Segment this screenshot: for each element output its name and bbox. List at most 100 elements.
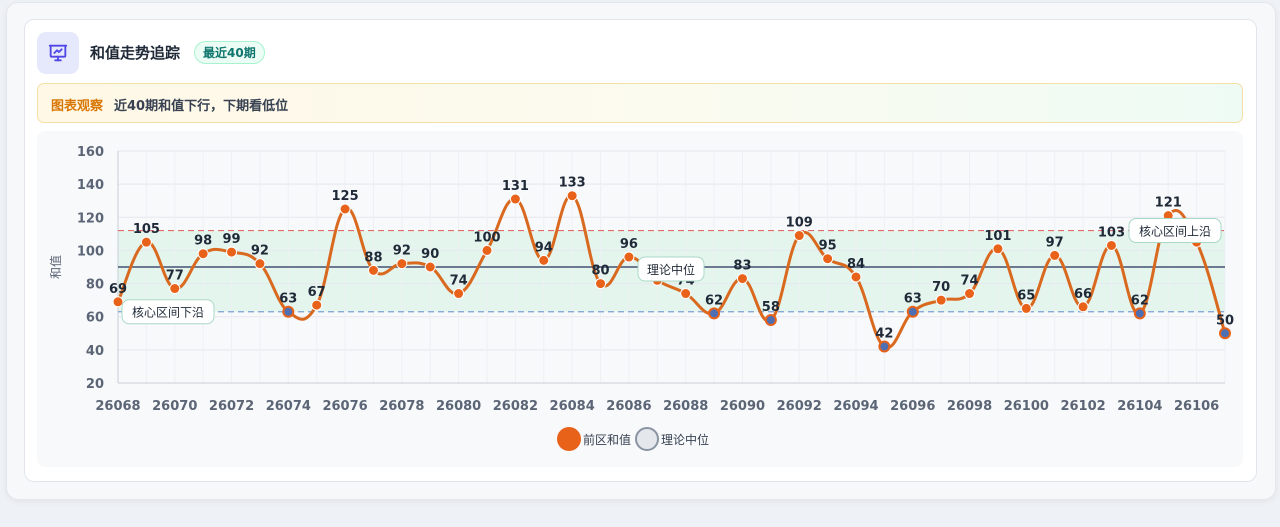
x-tick-label: 26088 <box>663 399 708 414</box>
card-title: 和值走势追踪 <box>90 44 181 62</box>
data-point <box>822 253 834 265</box>
data-label: 109 <box>786 216 813 231</box>
data-label: 96 <box>620 237 638 252</box>
data-label: 101 <box>984 229 1011 244</box>
x-tick-label: 26098 <box>947 399 992 414</box>
legend-item-median[interactable]: 理论中位 <box>635 427 709 451</box>
y-tick-label: 160 <box>77 145 104 160</box>
data-point <box>878 340 891 353</box>
data-label: 62 <box>1131 293 1149 308</box>
y-tick-label: 60 <box>86 311 104 326</box>
median-tag-box <box>637 256 705 282</box>
data-label: 58 <box>762 300 780 315</box>
data-point <box>935 294 947 306</box>
period-badge: 最近40期 <box>194 41 265 64</box>
data-point <box>1105 239 1117 251</box>
data-label: 83 <box>733 259 751 274</box>
x-tick-label: 26090 <box>720 399 765 414</box>
presentation-chart-icon <box>37 32 79 74</box>
legend-swatch-median <box>635 427 660 451</box>
data-label: 105 <box>133 222 160 237</box>
data-label: 131 <box>502 179 529 194</box>
x-tick-label: 26072 <box>209 399 254 414</box>
lower-bound-tag-box <box>121 299 215 325</box>
upper-bound-tag-box <box>1128 218 1222 244</box>
data-label: 66 <box>1074 287 1092 302</box>
x-tick-label: 26104 <box>1117 399 1162 414</box>
x-tick-label: 26096 <box>890 399 935 414</box>
data-point <box>509 193 521 205</box>
data-label: 74 <box>450 274 468 289</box>
y-tick-label: 80 <box>86 278 104 293</box>
data-point <box>481 244 493 256</box>
data-point <box>538 254 550 266</box>
data-label: 69 <box>109 282 127 297</box>
data-label: 77 <box>166 269 184 284</box>
lower-bound-tag: 核心区间下沿 <box>132 306 204 320</box>
y-tick-label: 120 <box>77 211 104 226</box>
data-point <box>1077 301 1089 313</box>
data-label: 94 <box>535 240 553 255</box>
data-point <box>339 203 351 215</box>
data-label: 63 <box>279 292 297 307</box>
data-point <box>680 288 692 300</box>
y-tick-label: 20 <box>86 377 104 392</box>
data-label: 67 <box>308 285 326 300</box>
data-point <box>708 307 721 320</box>
data-point <box>254 258 266 270</box>
data-point <box>311 299 323 311</box>
legend-swatch-sum <box>557 427 581 451</box>
x-tick-label: 26082 <box>493 399 538 414</box>
x-tick-label: 26076 <box>322 399 367 414</box>
observation-tag: 图表观察 <box>51 99 104 114</box>
y-axis-title: 和值 <box>48 255 63 279</box>
data-point <box>169 283 181 295</box>
x-tick-label: 26100 <box>1004 399 1049 414</box>
data-label: 50 <box>1216 313 1234 328</box>
data-label: 125 <box>332 189 359 204</box>
y-tick-label: 100 <box>77 244 104 259</box>
data-point <box>453 288 465 300</box>
data-point <box>992 243 1004 255</box>
upper-bound-tag: 核心区间上沿 <box>1139 225 1211 239</box>
y-tick-label: 40 <box>86 344 104 359</box>
data-point <box>793 230 805 242</box>
x-tick-label: 26078 <box>379 399 424 414</box>
data-point <box>226 246 238 258</box>
data-point <box>396 258 408 270</box>
x-tick-label: 26080 <box>436 399 481 414</box>
data-label: 121 <box>1155 196 1182 211</box>
data-label: 103 <box>1098 225 1125 240</box>
data-label: 62 <box>705 293 723 308</box>
x-tick-label: 26102 <box>1060 399 1105 414</box>
chart-legend: 前区和值 理论中位 <box>557 427 713 451</box>
x-tick-label: 26092 <box>777 399 822 414</box>
x-tick-label: 26094 <box>833 399 878 414</box>
observation-banner: 图表观察 近40期和值下行，下期看低位 <box>37 83 1243 123</box>
data-label: 74 <box>960 274 978 289</box>
x-tick-label: 26074 <box>266 399 311 414</box>
data-label: 99 <box>222 232 240 247</box>
data-point <box>140 236 152 248</box>
y-tick-label: 140 <box>77 178 104 193</box>
data-point <box>566 190 578 202</box>
data-point <box>850 271 862 283</box>
data-point <box>595 278 607 290</box>
legend-label-median: 理论中位 <box>661 432 710 447</box>
data-label: 42 <box>875 327 893 342</box>
data-label: 70 <box>932 280 950 295</box>
data-label: 88 <box>364 250 382 265</box>
data-label: 80 <box>591 264 609 279</box>
data-label: 90 <box>421 247 439 262</box>
data-point <box>623 251 635 263</box>
data-point <box>764 314 777 327</box>
legend-item-sum[interactable]: 前区和值 <box>557 427 631 451</box>
data-point <box>282 305 295 318</box>
data-label: 65 <box>1017 288 1035 303</box>
x-tick-label: 26106 <box>1174 399 1219 414</box>
data-point <box>197 248 209 260</box>
data-point <box>424 261 436 273</box>
data-label: 92 <box>393 244 411 259</box>
median-tag: 理论中位 <box>647 262 695 277</box>
